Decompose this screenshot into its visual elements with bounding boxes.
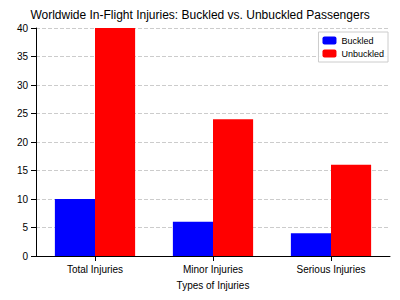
svg-text:10: 10 [17, 194, 29, 205]
svg-text:0: 0 [22, 251, 28, 262]
svg-text:Serious Injuries: Serious Injuries [297, 264, 366, 275]
svg-text:5: 5 [22, 222, 28, 233]
svg-text:Minor Injuries: Minor Injuries [183, 264, 243, 275]
svg-text:Total Injuries: Total Injuries [67, 264, 123, 275]
svg-text:30: 30 [17, 80, 29, 91]
svg-text:35: 35 [17, 51, 29, 62]
svg-text:25: 25 [17, 108, 29, 119]
svg-text:40: 40 [17, 23, 29, 34]
svg-text:20: 20 [17, 137, 29, 148]
svg-text:Worldwide In-Flight Injuries:: Worldwide In-Flight Injuries: Buckled vs… [30, 8, 369, 22]
svg-text:15: 15 [17, 165, 29, 176]
svg-text:Types of Injuries: Types of Injuries [177, 280, 250, 291]
svg-text:Buckled: Buckled [341, 36, 373, 46]
svg-text:Unbuckled: Unbuckled [341, 49, 384, 59]
